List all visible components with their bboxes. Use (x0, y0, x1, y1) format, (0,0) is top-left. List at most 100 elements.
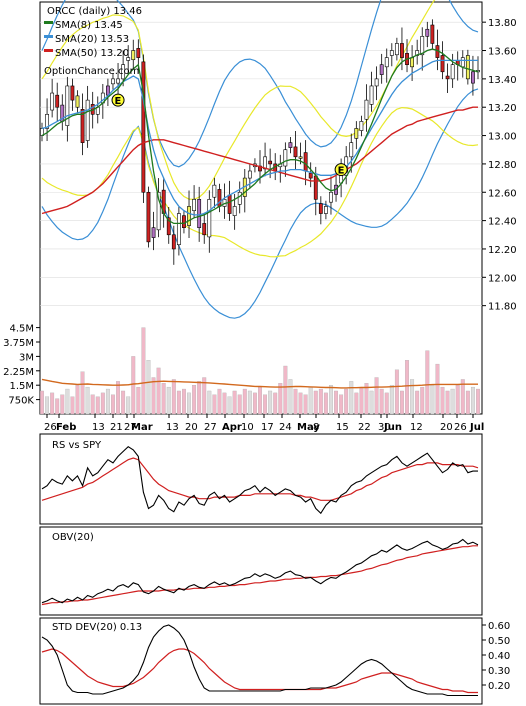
candle-body (75, 95, 80, 108)
x-tick-label: 30 (378, 422, 391, 433)
x-tick-label: May (297, 422, 320, 433)
candle-body (187, 206, 191, 226)
candle-body (171, 234, 176, 250)
x-tick-label: 10 (241, 422, 254, 433)
rs-line (41, 446, 478, 515)
price-tick-label: 13.60 (488, 47, 517, 58)
volume-bar (329, 385, 333, 415)
candle-body (202, 223, 207, 236)
volume-bar (435, 363, 440, 415)
volume-bar (252, 392, 257, 415)
volume-bar (450, 388, 455, 415)
candle-body (146, 191, 151, 243)
candle-body (354, 128, 359, 139)
candle-body (207, 199, 212, 238)
candle-body (283, 149, 288, 167)
candle-body (308, 172, 313, 179)
volume-bar (70, 396, 75, 415)
bollinger-outer-lower (41, 88, 479, 319)
volume-bar (45, 396, 50, 415)
x-tick-label: 27 (124, 422, 137, 433)
price-axis: 13.80 13.60 13.40 13.20 13.00 12.80 12.60 12.40… (482, 18, 517, 313)
std-title: STD DEV(20) 0.13 (52, 622, 142, 633)
volume-bar (318, 388, 323, 415)
volume-bar (166, 386, 171, 415)
candle-body (151, 227, 156, 238)
volume-bar (440, 386, 445, 415)
volume-bar (288, 379, 293, 415)
volume-bar (222, 392, 227, 415)
std-tick-label: 0.50 (488, 636, 510, 647)
x-tick-label: Mar (131, 422, 153, 433)
price-tick-label: 13.20 (488, 103, 517, 114)
rs-average-line (41, 457, 479, 501)
volume-bar (283, 365, 288, 415)
sma8-line (41, 48, 479, 225)
volume-bar (141, 327, 146, 415)
volume-bar (247, 390, 252, 415)
candle-body (303, 152, 308, 172)
volume-bar (217, 388, 222, 415)
x-tick-label: 15 (336, 422, 349, 433)
x-tick-label: Apr (222, 422, 242, 433)
std-average-line (41, 648, 478, 694)
candle-body (247, 170, 252, 179)
volume-bar (379, 388, 384, 415)
volume-bar (80, 371, 85, 415)
std-tick-label: 0.20 (488, 681, 510, 692)
candle-body (131, 50, 136, 61)
volume-bar (146, 360, 151, 415)
candle-body (45, 114, 49, 129)
legend-swatch-sma20 (44, 35, 53, 38)
volume-bar (303, 394, 308, 415)
std-tick-label: 0.40 (488, 651, 510, 662)
x-tick-label: 13 (166, 422, 179, 433)
watermark: OptionChance.com (44, 66, 139, 77)
candle-body (80, 109, 85, 143)
volume-plot (40, 327, 480, 415)
volume-bar (156, 367, 161, 415)
volume-bar (40, 390, 44, 415)
volume-bar (192, 385, 197, 415)
volume-tick-label: 2.25M (3, 367, 34, 378)
volume-bar (420, 386, 425, 415)
volume-bar (369, 390, 374, 415)
volume-bar (339, 394, 344, 415)
volume-bar (105, 388, 110, 415)
volume-bar (344, 388, 349, 415)
candle-body (389, 50, 394, 56)
bollinger-lower (41, 106, 479, 258)
price-tick-label: 13.80 (488, 18, 517, 29)
volume-bar (55, 398, 60, 415)
obv(20)-average-line (41, 545, 478, 606)
volume-bar (100, 392, 105, 415)
candle-body (288, 142, 293, 148)
volume-bar (176, 390, 181, 415)
volume-bar (116, 381, 120, 415)
volume-bar (354, 392, 359, 415)
candle-body (465, 55, 470, 80)
candle-body (440, 55, 445, 73)
candle-body (232, 206, 237, 216)
candle-body (293, 146, 298, 158)
candle-body (55, 94, 60, 108)
volume-bar (202, 377, 207, 415)
volume-bar (212, 394, 217, 415)
candle-body (156, 191, 161, 231)
earnings-marker-circle (334, 163, 348, 177)
chart-title: ORCC (daily) 13.46 (47, 6, 142, 17)
candle-body (116, 78, 120, 84)
obv(20)-line (41, 538, 479, 604)
price-tick-label: 13.40 (488, 75, 517, 86)
x-tick-label: 22 (358, 422, 371, 433)
volume-bar (60, 394, 65, 415)
candle-body (298, 156, 303, 159)
volume-tick-label: 750K (8, 396, 34, 407)
candle-body (460, 57, 465, 68)
volume-bar (232, 390, 237, 415)
volume-bar (126, 396, 131, 415)
price-panel (39, 1, 483, 415)
volume-bar (476, 388, 480, 415)
price-tick-label: 12.80 (488, 160, 517, 171)
